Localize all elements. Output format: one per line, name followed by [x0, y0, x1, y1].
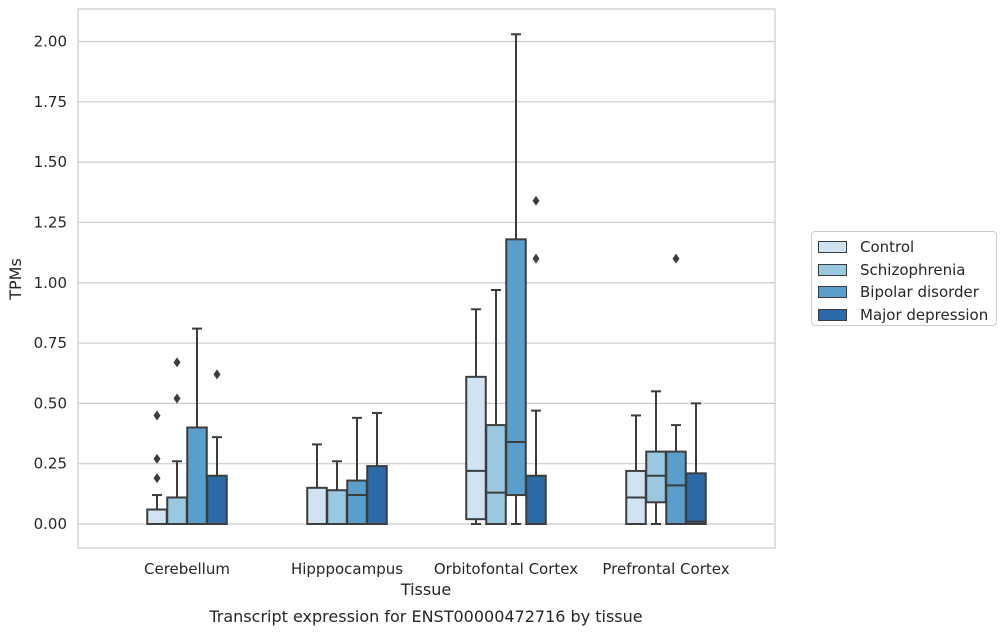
box-iqr — [306, 486, 328, 525]
y-tick-label: 2.00 — [34, 33, 67, 51]
outlier-marker — [153, 410, 161, 421]
box-major-depression — [366, 412, 388, 526]
legend-label: Control — [860, 238, 915, 257]
y-tick-label: 1.00 — [34, 274, 67, 292]
legend-swatch — [818, 308, 847, 321]
box-iqr — [505, 238, 527, 497]
x-tick-labels: Cerebellum Hipppocampus Orbitofontal Corte… — [144, 560, 730, 578]
legend-item: Schizophrenia — [818, 259, 996, 282]
box-major-depression — [685, 402, 707, 525]
box-major-depression — [206, 369, 228, 525]
box-schizophrenia — [645, 390, 667, 525]
box-iqr — [665, 450, 687, 525]
chart-caption: Transcript expression for ENST0000047271… — [208, 607, 642, 626]
y-tick-labels: 0.00 0.25 0.50 0.75 1.00 1.25 1.50 1.75 2.00 — [34, 33, 67, 534]
box-iqr — [146, 508, 168, 525]
box-iqr — [485, 424, 507, 525]
box-iqr — [525, 474, 547, 525]
legend-item: Major depression — [818, 304, 996, 327]
y-tick-label: 1.50 — [34, 153, 67, 171]
box-iqr — [346, 479, 368, 526]
x-tick-label: Hipppocampus — [291, 560, 403, 578]
outlier-marker — [173, 357, 181, 368]
legend-swatch — [818, 241, 847, 254]
box-major-depression — [525, 195, 547, 525]
x-tick-label: Prefrontal Cortex — [602, 560, 729, 578]
y-axis-label: TPMs — [6, 258, 25, 301]
y-tick-label: 0.50 — [34, 394, 67, 412]
y-tick-label: 0.25 — [34, 455, 67, 473]
box-iqr — [166, 496, 188, 525]
outlier-marker — [153, 453, 161, 464]
box-schizophrenia — [166, 357, 188, 525]
box-iqr — [206, 474, 228, 525]
outlier-marker — [672, 253, 680, 264]
outlier-marker — [532, 195, 540, 206]
x-tick-label: Orbitofontal Cortex — [434, 560, 578, 578]
legend-swatch — [818, 263, 847, 276]
outlier-marker — [173, 393, 181, 404]
box-series — [146, 33, 707, 526]
box-control — [146, 410, 168, 525]
legend-label: Major depression — [860, 305, 989, 324]
legend-item: Bipolar disorder — [818, 281, 996, 304]
box-bipolar-disorder — [505, 33, 527, 525]
outlier-marker — [532, 253, 540, 264]
box-iqr — [645, 450, 667, 504]
box-iqr — [186, 426, 208, 525]
legend-item: Control — [818, 236, 996, 259]
box-iqr — [685, 472, 707, 525]
y-tick-label: 1.25 — [34, 213, 67, 231]
outlier-marker — [213, 369, 221, 380]
box-schizophrenia — [485, 288, 507, 525]
legend-label: Schizophrenia — [860, 260, 966, 279]
x-axis-label: Tissue — [400, 580, 451, 599]
y-tick-label: 1.75 — [34, 93, 67, 111]
box-iqr — [366, 465, 388, 526]
outlier-marker — [153, 473, 161, 484]
box-iqr — [465, 375, 487, 521]
y-tick-label: 0.75 — [34, 334, 67, 352]
legend: Control Schizophrenia Bipolar disorder Majo… — [811, 231, 997, 326]
box-control — [625, 414, 647, 525]
x-tick-label: Cerebellum — [144, 560, 230, 578]
y-tick-label: 0.00 — [34, 515, 67, 533]
box-iqr — [326, 489, 348, 526]
legend-swatch — [818, 286, 847, 299]
legend-label: Bipolar disorder — [860, 283, 979, 302]
